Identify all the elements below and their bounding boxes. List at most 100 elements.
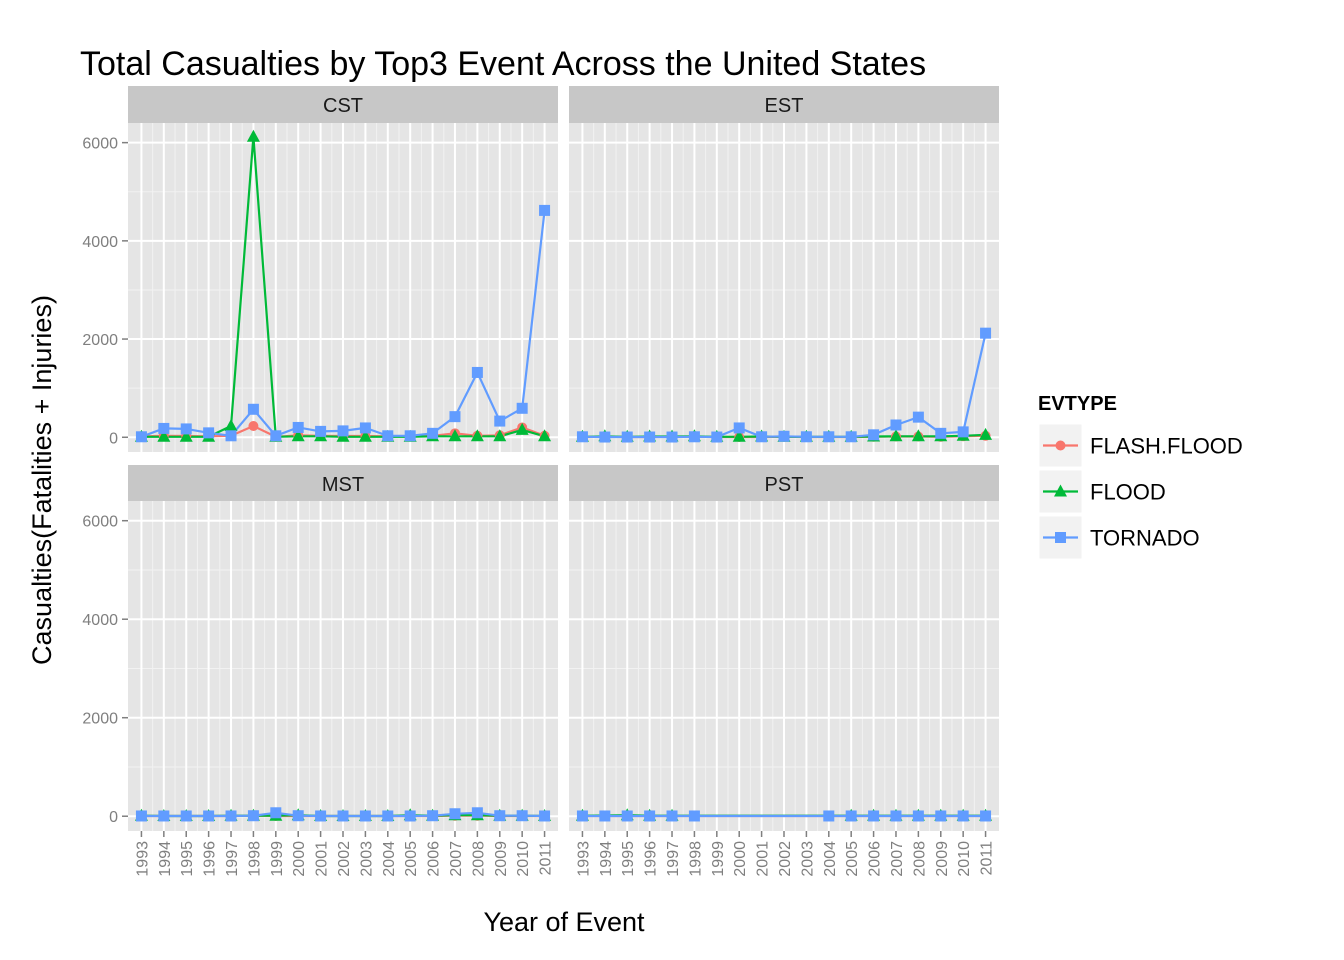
legend-item-flood: FLOOD	[1038, 469, 1166, 514]
point-flood	[448, 429, 462, 442]
x-tick-label: 2011	[979, 841, 996, 876]
point-tornado	[576, 431, 588, 443]
x-tick-label: 1997	[665, 841, 682, 877]
y-tick-label: 2000	[82, 711, 118, 728]
point-tornado	[516, 810, 528, 822]
x-tick-label: 1995	[179, 841, 196, 877]
x-tick-label: 2007	[448, 841, 465, 877]
point-tornado	[180, 810, 192, 822]
point-tornado	[359, 422, 371, 434]
point-tornado	[158, 810, 170, 822]
point-tornado	[823, 810, 835, 822]
point-flood	[179, 429, 193, 442]
facet-strip-label: PST	[765, 474, 804, 496]
point-flood	[358, 429, 372, 442]
legend-item-tornado: TORNADO	[1038, 515, 1200, 560]
x-tick-label: 2001	[755, 841, 772, 877]
y-tick-label: 0	[109, 430, 118, 447]
point-tornado	[688, 431, 700, 443]
series-group	[134, 807, 552, 822]
x-tick-label: 1998	[687, 841, 704, 877]
x-tick-label: 2005	[844, 841, 861, 877]
point-tornado	[823, 431, 835, 443]
x-tick-label: 2009	[493, 841, 510, 877]
facet-panel-pst: PST 1993 1994 1995 1996 1997 1998 1999 2000 2001 2…	[569, 465, 999, 877]
x-tick-label: 2005	[403, 841, 420, 877]
facet-panel-est: EST	[569, 86, 999, 452]
point-tornado	[449, 808, 461, 820]
legend: EVTYPE FLASH.FLOOD FLOOD TORNADO	[1038, 393, 1243, 560]
point-tornado	[135, 431, 147, 443]
gridlines	[128, 123, 558, 452]
point-tornado	[980, 327, 992, 339]
legend-item-flash-flood: FLASH.FLOOD	[1038, 423, 1243, 468]
facet-strip-label: MST	[322, 474, 364, 496]
point-tornado	[845, 810, 857, 822]
point-flood	[538, 429, 552, 442]
facet-strip-label: EST	[765, 95, 804, 117]
x-tick-label: 2000	[732, 841, 749, 877]
x-tick-label: 2000	[291, 841, 308, 877]
facet-strip-est	[569, 86, 999, 123]
facet-panel-cst: CST 0 2000 4000 6000	[82, 86, 558, 452]
facet-strip-label: CST	[323, 95, 363, 117]
point-tornado	[733, 422, 745, 434]
legend-label: TORNADO	[1090, 526, 1200, 551]
x-tick-label: 2003	[799, 841, 816, 877]
chart-title: Total Casualties by Top3 Event Across th…	[80, 45, 926, 83]
point-tornado	[203, 427, 215, 439]
point-tornado	[756, 431, 768, 443]
point-tornado	[666, 810, 678, 822]
point-tornado	[890, 810, 902, 822]
point-tornado	[912, 411, 924, 423]
point-tornado	[957, 426, 969, 438]
point-tornado	[845, 431, 857, 443]
series-group	[575, 327, 993, 443]
point-tornado	[203, 810, 215, 822]
x-tick-label: 1993	[575, 841, 592, 877]
x-tick-label: 2002	[777, 841, 794, 877]
x-tick-label: 1999	[710, 841, 727, 877]
legend-marker	[1055, 532, 1066, 543]
x-tick-label: 1998	[246, 841, 263, 877]
x-tick-label: 1996	[202, 841, 219, 877]
point-tornado	[778, 430, 790, 442]
point-tornado	[957, 810, 969, 822]
point-tornado	[868, 810, 880, 822]
x-tick-label: 2010	[515, 841, 532, 877]
point-flood	[515, 422, 529, 435]
point-tornado	[315, 425, 327, 437]
point-tornado	[180, 423, 192, 435]
y-tick-label: 4000	[82, 234, 118, 251]
point-tornado	[644, 431, 656, 443]
point-tornado	[427, 427, 439, 439]
x-tick-label: 1994	[157, 841, 174, 877]
point-flood	[224, 418, 238, 431]
point-tornado	[599, 810, 611, 822]
facet-panel-mst: MST 0 2000 4000 6000 1993 1994 1995 1996 1997 1998…	[82, 465, 558, 877]
point-tornado	[800, 431, 812, 443]
gridlines	[569, 123, 999, 452]
point-flood	[889, 429, 903, 442]
point-tornado	[247, 810, 259, 822]
point-tornado	[980, 810, 992, 822]
point-tornado	[935, 810, 947, 822]
y-tick-label: 4000	[82, 612, 118, 629]
facet-panels: CST 0 2000 4000 6000 EST MST 0 2000 4000 6000 1993 1…	[82, 86, 999, 877]
point-tornado	[539, 810, 551, 822]
x-tick-label: 2004	[381, 841, 398, 877]
point-flood	[157, 429, 171, 442]
point-flood	[911, 429, 925, 442]
legend-marker	[1055, 440, 1066, 451]
point-tornado	[225, 430, 237, 442]
point-tornado	[449, 411, 461, 423]
point-flood	[732, 429, 746, 442]
series-group	[134, 129, 552, 443]
point-tornado	[494, 415, 506, 427]
legend-marker	[1054, 484, 1067, 497]
point-tornado	[427, 810, 439, 822]
point-flood	[470, 429, 484, 442]
point-tornado	[292, 421, 304, 433]
point-tornado	[644, 810, 656, 822]
point-tornado	[666, 431, 678, 443]
